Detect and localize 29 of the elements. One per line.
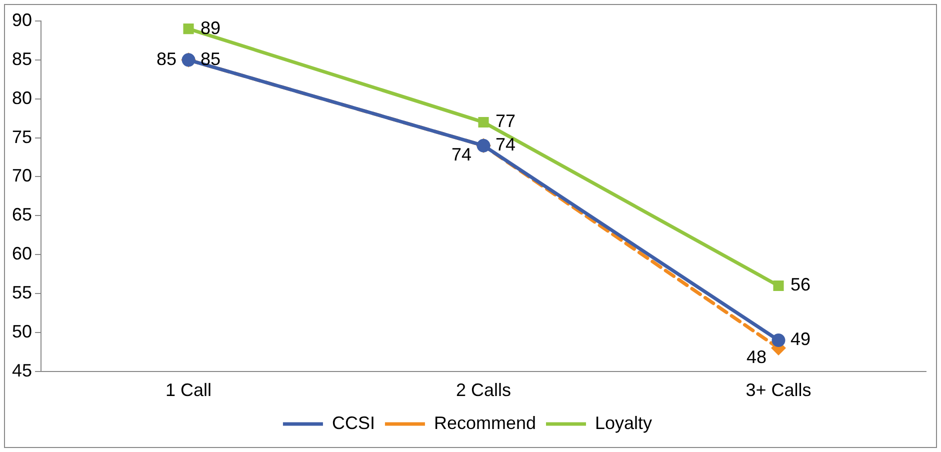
legend-label: Loyalty bbox=[595, 412, 652, 433]
data-label: 85 bbox=[156, 48, 177, 69]
data-label: 56 bbox=[790, 274, 811, 295]
x-tick-label: 2 Calls bbox=[456, 380, 512, 400]
point bbox=[772, 334, 786, 348]
legend-label: Recommend bbox=[434, 412, 536, 433]
y-tick-label: 50 bbox=[12, 321, 32, 342]
y-tick-label: 80 bbox=[12, 88, 32, 108]
point bbox=[478, 116, 489, 128]
data-label: 49 bbox=[790, 329, 811, 350]
data-label: 74 bbox=[496, 134, 516, 155]
y-tick-label: 60 bbox=[12, 244, 32, 264]
data-label: 77 bbox=[496, 111, 516, 132]
data-label: 85 bbox=[200, 48, 221, 69]
data-label: 89 bbox=[200, 18, 221, 38]
data-label: 74 bbox=[451, 144, 472, 165]
point bbox=[773, 280, 784, 292]
legend-label: CCSI bbox=[332, 412, 375, 433]
y-tick-label: 55 bbox=[12, 282, 32, 302]
y-tick-label: 65 bbox=[12, 204, 32, 225]
x-tick-label: 1 Call bbox=[166, 380, 212, 400]
y-tick-label: 75 bbox=[12, 126, 32, 147]
point bbox=[183, 24, 194, 34]
x-tick-label: 3+ Calls bbox=[746, 380, 812, 400]
data-label: 48 bbox=[746, 347, 767, 368]
y-tick-label: 90 bbox=[12, 10, 32, 30]
y-tick-label: 85 bbox=[12, 48, 32, 69]
y-tick-label: 45 bbox=[12, 360, 32, 380]
y-tick-label: 70 bbox=[12, 166, 32, 186]
